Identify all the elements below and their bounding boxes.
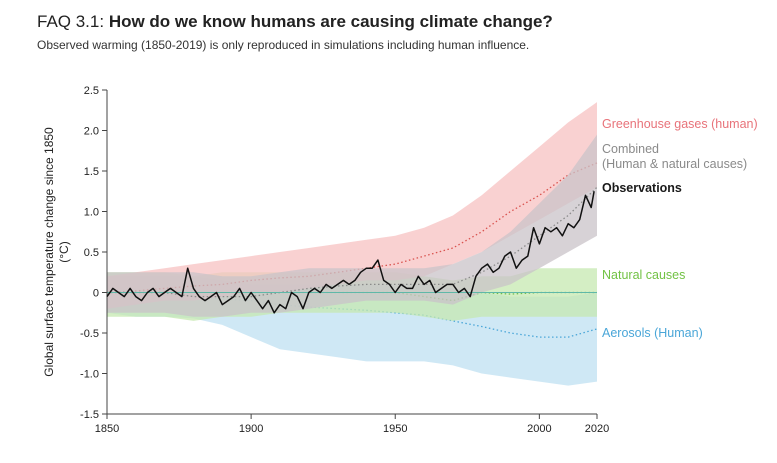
x-tick-label: 1950 bbox=[383, 423, 407, 435]
y-tick-label: -1.5 bbox=[80, 409, 99, 421]
x-tick-label: 2000 bbox=[527, 423, 551, 435]
label-observations: Observations bbox=[602, 181, 682, 195]
page-title: FAQ 3.1: How do we know humans are causi… bbox=[37, 12, 553, 32]
title-prefix: FAQ 3.1: bbox=[37, 12, 109, 31]
observations-line bbox=[106, 191, 595, 314]
y-tick-label: -0.5 bbox=[80, 328, 99, 340]
label-combined-line2: (Human & natural causes) bbox=[602, 157, 747, 171]
y-tick-label: 2.0 bbox=[84, 126, 99, 138]
label-aerosols: Aerosols (Human) bbox=[602, 326, 703, 340]
label-combined-line1: Combined bbox=[602, 142, 659, 156]
y-axis-label-line1: Global surface temperature change since … bbox=[42, 127, 56, 377]
label-natural: Natural causes bbox=[602, 268, 685, 282]
y-axis-label-line2: (°C) bbox=[57, 241, 71, 262]
y-tick-label: 0 bbox=[93, 288, 99, 300]
line-combined-human-natural-causes bbox=[107, 186, 598, 298]
observations-layer bbox=[106, 191, 595, 314]
x-tick-label: 1850 bbox=[95, 423, 119, 435]
y-tick-label: 1.0 bbox=[84, 207, 99, 219]
y-tick-label: 1.5 bbox=[84, 166, 99, 178]
x-tick-label: 1900 bbox=[239, 423, 263, 435]
band-combined-human-natural-causes bbox=[107, 134, 597, 317]
title-main: How do we know humans are causing climat… bbox=[108, 12, 553, 31]
page-subtitle: Observed warming (1850-2019) is only rep… bbox=[37, 38, 530, 52]
bands-layer bbox=[106, 102, 598, 386]
x-tick-label: 2020 bbox=[585, 423, 609, 435]
y-tick-label: -1.0 bbox=[80, 369, 99, 381]
axes-layer: 2.5 2.0 1.5 1.0 0.5 0 -0.5 -1.0 -1.5 1850 1900 1950… bbox=[80, 85, 609, 435]
label-greenhouse: Greenhouse gases (human) bbox=[602, 117, 758, 131]
y-tick-label: 2.5 bbox=[84, 85, 99, 97]
y-tick-label: 0.5 bbox=[84, 247, 99, 259]
